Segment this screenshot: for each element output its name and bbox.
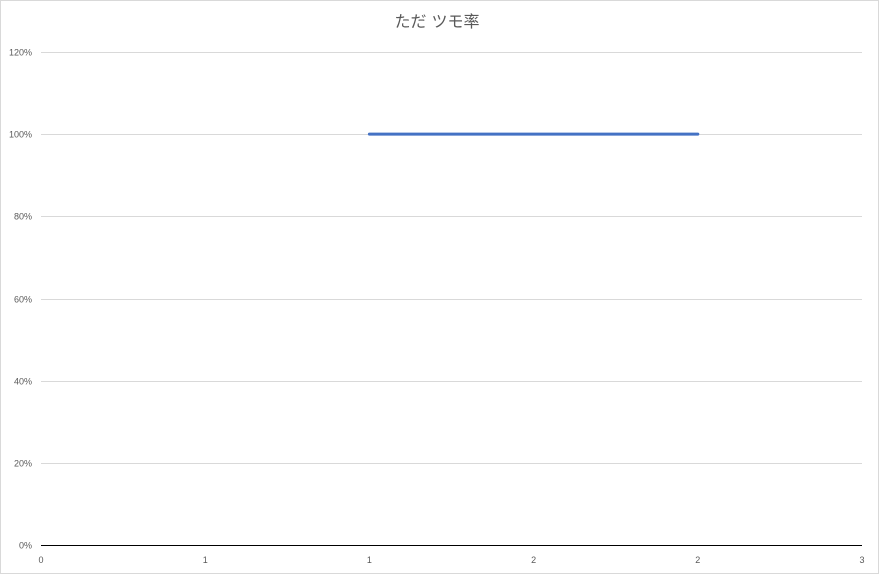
y-tick-label: 0%: [19, 541, 32, 551]
y-tick-label: 60%: [14, 295, 32, 305]
x-axis-tick-labels: 0 1 1 2 2 3: [38, 555, 864, 565]
x-tick-label: 3: [859, 555, 864, 565]
x-tick-label: 1: [203, 555, 208, 565]
x-tick-label: 2: [531, 555, 536, 565]
y-tick-label: 100%: [9, 130, 32, 140]
chart-title: ただ ツモ率: [394, 12, 479, 31]
x-tick-label: 2: [695, 555, 700, 565]
y-tick-label: 20%: [14, 459, 32, 469]
y-tick-label: 40%: [14, 377, 32, 387]
gridlines: [41, 52, 862, 464]
x-tick-label: 1: [367, 555, 372, 565]
y-tick-label: 120%: [9, 48, 32, 58]
y-tick-label: 80%: [14, 212, 32, 222]
y-axis-tick-labels: 0% 20% 40% 60% 80% 100% 120%: [9, 48, 32, 551]
x-tick-label: 0: [38, 555, 43, 565]
